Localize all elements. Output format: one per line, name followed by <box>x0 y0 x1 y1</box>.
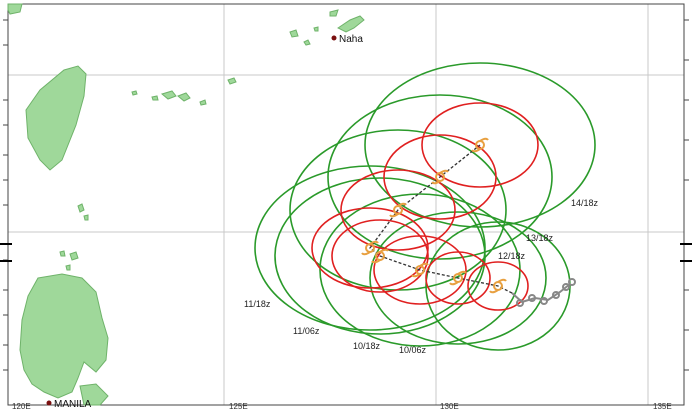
svg-text:135E: 135E <box>653 402 672 411</box>
label-12-18z: 12/18z <box>498 251 526 261</box>
forecast-track-line <box>369 144 513 294</box>
longitude-labels: 120E 125E 130E 135E <box>12 402 672 411</box>
tropical-cyclone-icon <box>361 137 507 294</box>
landmasses <box>7 3 365 406</box>
edge-bar <box>0 260 12 262</box>
okinawa-island <box>337 15 365 33</box>
edge-bar <box>680 243 692 245</box>
label-10-06z: 10/06z <box>399 345 427 355</box>
label-11-06z: 11/06z <box>293 326 320 336</box>
graticule <box>8 4 684 405</box>
svg-text:130E: 130E <box>440 402 459 411</box>
label-13-18z: 13/18z <box>526 233 554 243</box>
luzon-south <box>79 383 109 406</box>
label-11-18z: 11/18z <box>244 299 271 309</box>
corner-island <box>7 3 23 15</box>
forecast-labels: 14/18z 13/18z 12/18z 11/18z 11/06z 10/18… <box>244 198 599 355</box>
taiwan-island <box>25 65 87 171</box>
luzon-island <box>19 273 109 399</box>
naha-label: Naha <box>339 34 363 45</box>
manila-label: MANILA <box>54 399 92 410</box>
edge-bar <box>0 243 12 245</box>
inner-wind-radii <box>311 102 539 311</box>
past-track <box>511 278 576 307</box>
svg-text:120E: 120E <box>12 402 31 411</box>
naha-marker <box>331 35 337 41</box>
edge-bar <box>680 260 692 262</box>
manila-marker <box>46 400 52 406</box>
label-14-18z: 14/18z <box>571 198 599 208</box>
label-10-18z: 10/18z <box>353 341 381 351</box>
svg-text:125E: 125E <box>229 402 248 411</box>
